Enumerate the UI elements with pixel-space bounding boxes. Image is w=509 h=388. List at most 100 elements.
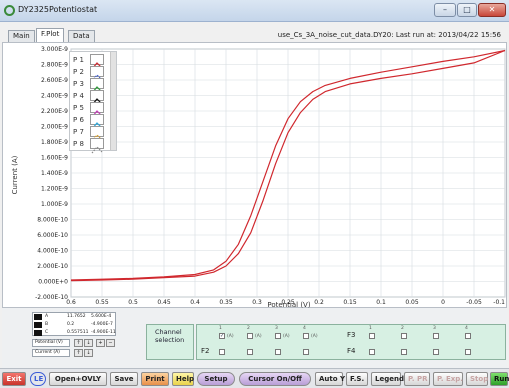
run-button[interactable]: Run (490, 372, 509, 386)
channel-row[interactable]: B 0.2 -4.900E-7 (33, 321, 117, 329)
cursor-toggle-button[interactable]: Cursor On/Off (239, 372, 311, 386)
y-axis-select[interactable]: Current (A) (32, 349, 70, 357)
f2-checkbox[interactable] (275, 349, 281, 355)
legend-item[interactable]: P 4 (73, 90, 113, 106)
f1-checkbox[interactable]: ✓ (219, 333, 225, 339)
f1-checkbox[interactable] (303, 333, 309, 339)
blue-dotted-icon (90, 66, 104, 82)
f-col-label: 2 (247, 326, 250, 331)
zoom-in-button[interactable]: + (96, 339, 105, 347)
exit-button[interactable]: Exit (2, 372, 26, 386)
legend-item[interactable]: P 5 (73, 102, 113, 118)
f3-checkbox[interactable] (401, 333, 407, 339)
p-exp-button[interactable]: P. Exp. (433, 372, 463, 386)
zoom-out-button[interactable]: − (106, 339, 115, 347)
legend-item[interactable]: P 3 (73, 78, 113, 94)
channel-row[interactable]: A 11.7652 5.600E-4 (33, 313, 117, 321)
channel-selection-text: selection (155, 336, 185, 344)
y-tick-label: 8.000E-10 (37, 217, 68, 224)
y-tick-label: 1.200E-9 (41, 186, 68, 193)
le-badge: LE (30, 372, 46, 386)
x-axis-up-button[interactable]: ↑ (74, 339, 83, 347)
f3-checkbox[interactable] (433, 333, 439, 339)
f3-checkbox[interactable] (369, 333, 375, 339)
minimize-button[interactable]: – (434, 3, 456, 17)
open-ovly-button[interactable]: Open+OVLY (49, 372, 107, 386)
f4-checkbox[interactable] (369, 349, 375, 355)
channel-value-1: 0.557511 (67, 330, 89, 335)
f-col-label: 2 (401, 326, 404, 331)
f-check-label: (A) (283, 334, 290, 339)
x-tick-label: 0.2 (314, 299, 324, 306)
legend-item[interactable]: P 7 (73, 126, 113, 142)
f1-checkbox[interactable] (247, 333, 253, 339)
cv-plot[interactable]: 3.000E-9 2.800E-9 2.600E-9 2.400E-9 2.200E-9… (3, 43, 508, 309)
x-tick-label: 0.15 (343, 299, 357, 306)
setup-button[interactable]: Setup (197, 372, 235, 386)
y-tick-label: 3.000E-9 (41, 46, 68, 53)
maximize-button[interactable]: □ (457, 3, 477, 17)
channel-value-2: -4.900E-7 (91, 322, 113, 327)
channel-row[interactable]: C 0.557511 -4.900E-11 (33, 329, 117, 337)
stop-button[interactable]: Stop (466, 372, 488, 386)
f2-checkbox[interactable] (219, 349, 225, 355)
f4-checkbox[interactable] (465, 349, 471, 355)
channel-table: A 11.7652 5.600E-4 B 0.2 -4.900E-7 C 0.557511 -4… (32, 312, 116, 336)
legend-item-label: P 6 (73, 116, 84, 124)
plot-panel: 3.000E-9 2.800E-9 2.600E-9 2.400E-9 2.200E-9… (2, 42, 508, 309)
y-tick-label: 2.000E-9 (41, 124, 68, 131)
tab-main[interactable]: Main (8, 30, 35, 42)
f-col-label: 4 (465, 326, 468, 331)
legend-item-label: P 3 (73, 80, 84, 88)
channel-color-swatch (34, 322, 42, 328)
channel-value-1: 0.2 (67, 322, 75, 327)
f4-checkbox[interactable] (433, 349, 439, 355)
print-button[interactable]: Print (141, 372, 169, 386)
legend-button[interactable]: Legend (371, 372, 404, 386)
legend-scrollbar[interactable] (110, 52, 116, 150)
legend-item[interactable]: P 2 (73, 66, 113, 82)
black-line-icon (90, 90, 104, 106)
tab-fplot[interactable]: F.Plot (36, 28, 65, 42)
y-tick-label: -2.000E-10 (35, 294, 68, 301)
f-panel: F2 F3 F4 1 ✓ (A) 1 2 (A) 2 3 (A) 3 4 (A) 4 (196, 324, 506, 360)
f2-checkbox[interactable] (303, 349, 309, 355)
legend-item-label: P 7 (73, 128, 84, 136)
f1-checkbox[interactable] (275, 333, 281, 339)
f4-label: F4 (347, 347, 356, 355)
green-line-icon (90, 78, 104, 94)
fs-button[interactable]: F.S. (346, 372, 368, 386)
f3-checkbox[interactable] (465, 333, 471, 339)
legend-item-label: P 1 (73, 56, 84, 64)
x-tick-label: 0.25 (281, 299, 295, 306)
save-button[interactable]: Save (110, 372, 138, 386)
x-axis-down-button[interactable]: ↓ (84, 339, 93, 347)
x-tick-label: 0.45 (157, 299, 171, 306)
legend-item[interactable]: P 1 (73, 54, 113, 70)
y-axis-down-button[interactable]: ↓ (84, 349, 93, 357)
x-tick-label: 0.55 (95, 299, 109, 306)
x-tick-label: 0.05 (405, 299, 419, 306)
legend-item[interactable]: P 8 (73, 138, 113, 154)
y-tick-label: 2.200E-9 (41, 108, 68, 115)
close-button[interactable]: ✕ (478, 3, 506, 17)
y-axis-label: Current (A) (11, 155, 19, 194)
y-tick-label: 2.800E-9 (41, 62, 68, 69)
f4-checkbox[interactable] (401, 349, 407, 355)
tab-bar: Main F.Plot Data use_Cs_3A_noise_cut_dat… (2, 28, 507, 42)
p-pr-button[interactable]: P. PR (404, 372, 430, 386)
tab-data[interactable]: Data (68, 30, 95, 42)
f-col-label: 1 (219, 326, 222, 331)
channel-selection-text: Channel (155, 328, 182, 336)
file-info-text: use_Cs_3A_noise_cut_data.DY20: Last run … (277, 31, 501, 39)
f2-checkbox[interactable] (247, 349, 253, 355)
y-tick-label: 6.000E-10 (37, 232, 68, 239)
help-button[interactable]: Help (172, 372, 194, 386)
legend-item[interactable]: P 6 (73, 114, 113, 130)
y-axis-up-button[interactable]: ↑ (74, 349, 83, 357)
plot-legend: P 1 P 2 P 3 P 4 P 5 P 6 P 7 P 8 (69, 51, 117, 154)
auto-y-button[interactable]: Auto Y (315, 372, 345, 386)
x-axis-select[interactable]: Potential (V) (32, 339, 70, 347)
y-tick-label: 2.600E-9 (41, 77, 68, 84)
